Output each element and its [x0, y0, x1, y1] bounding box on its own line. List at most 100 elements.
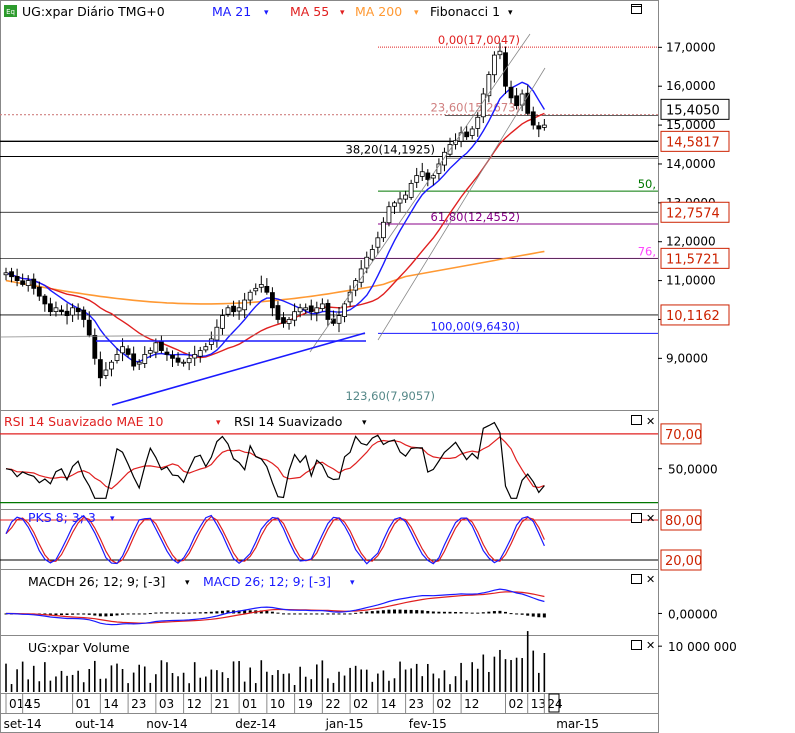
x-axis-cursor-marker[interactable]	[548, 693, 560, 713]
legend-macd-arrow[interactable]: ▾	[350, 578, 355, 588]
legend-ma55[interactable]: MA 55	[290, 4, 329, 19]
macd-histogram-bar	[126, 613, 130, 615]
candle	[308, 305, 314, 313]
legend-ma55-arrow[interactable]: ▾	[340, 8, 345, 18]
macd-histogram-bar	[442, 611, 446, 614]
legend-rsi-ma-arrow[interactable]: ▾	[216, 418, 221, 428]
legend-ma200[interactable]: MA 200	[355, 4, 402, 19]
price-label-box	[660, 201, 730, 223]
close-rsi-icon[interactable]: ✕	[646, 415, 655, 428]
candle	[136, 361, 142, 365]
maximize-rsi-icon[interactable]	[631, 415, 642, 425]
close-pks-icon[interactable]: ✕	[646, 512, 655, 525]
fibonacci-label: 100,00(9,6430)	[431, 319, 520, 333]
macd-histogram-bar	[270, 611, 274, 614]
legend-pks[interactable]: PKS 8; 3; 3	[28, 510, 96, 525]
macd-histogram-bar	[82, 613, 86, 615]
rsi-line[interactable]	[5, 421, 545, 499]
pks-k-line[interactable]	[5, 514, 545, 565]
candle	[514, 95, 519, 107]
day-label: 22	[325, 697, 340, 711]
close-macd-icon[interactable]: ✕	[646, 573, 655, 586]
macd-histogram-bar	[98, 613, 102, 617]
maximize-price-icon[interactable]	[631, 4, 642, 14]
macd-histogram-bar	[498, 610, 502, 614]
day-label: 24	[547, 697, 562, 711]
ma55-line[interactable]	[5, 112, 545, 359]
macd-histogram-bar	[60, 613, 63, 615]
maximize-macd-icon[interactable]	[631, 574, 642, 584]
candle	[442, 151, 447, 166]
equity-badge-text: Eq	[6, 8, 15, 16]
price-label-text: 10,1162	[666, 309, 720, 324]
candle	[53, 307, 59, 312]
macd-histogram-bar	[337, 613, 341, 615]
macd-histogram-bar	[426, 610, 430, 614]
macd-histogram-bar	[542, 613, 546, 618]
legend-rsi-ma[interactable]: RSI 14 Suavizado MAE 10	[4, 414, 163, 429]
close-volume-icon[interactable]: ✕	[646, 639, 655, 652]
pks-d-line[interactable]	[5, 515, 545, 564]
rsi-level-label-box	[660, 423, 702, 445]
candle	[3, 272, 9, 276]
candle	[408, 182, 414, 198]
candle	[14, 276, 20, 281]
candle	[186, 357, 192, 364]
rsi-ma-line[interactable]	[5, 436, 545, 490]
macd-histogram-bar	[387, 609, 391, 614]
candle	[114, 354, 120, 361]
candle	[103, 369, 109, 376]
ma21-line[interactable]	[5, 81, 545, 363]
price-label: 12,7574	[660, 201, 730, 223]
macd-histogram-bar	[437, 611, 441, 614]
macd-histogram-bar	[331, 613, 335, 615]
macd-histogram-bar	[293, 613, 297, 615]
macd-histogram-bar	[248, 610, 252, 614]
candle	[314, 307, 320, 314]
macd-line[interactable]	[5, 588, 545, 626]
legend-fibonacci[interactable]: Fibonacci 1	[430, 4, 500, 19]
price-label-text: 11,5721	[666, 252, 720, 267]
macd-histogram-bar	[526, 613, 530, 616]
macd-histogram-bar	[193, 612, 197, 614]
candle	[536, 125, 542, 130]
maximize-pks-icon[interactable]	[631, 513, 642, 523]
candle	[414, 175, 420, 183]
candle	[541, 124, 547, 128]
legend-volume[interactable]: UG:xpar Volume	[28, 640, 130, 655]
candle	[292, 311, 298, 321]
legend-fibonacci-arrow[interactable]: ▾	[508, 8, 513, 18]
fibonacci-label: 61,80(12,4552)	[431, 210, 520, 224]
candle	[491, 54, 497, 76]
day-label: 21	[214, 697, 229, 711]
candle	[286, 319, 292, 324]
macd-signal-line[interactable]	[6, 591, 545, 624]
candle	[70, 307, 75, 316]
trend-line-lower	[0, 333, 366, 338]
legend-rsi-arrow[interactable]: ▾	[362, 418, 367, 428]
support-line-blue	[111, 332, 366, 406]
legend-macdh[interactable]: MACDH 26; 12; 9; [-3]	[28, 574, 165, 589]
macd-histogram-bar	[326, 613, 330, 615]
candle	[397, 198, 403, 204]
macd-histogram-bar	[365, 611, 369, 614]
day-label: 10	[270, 697, 285, 711]
price-tick-label: 14,0000	[666, 157, 716, 171]
macd-indicator: 0,00000	[4, 588, 718, 626]
candle	[297, 307, 303, 313]
macd-histogram-bar	[209, 611, 213, 614]
legend-rsi[interactable]: RSI 14 Suavizado	[234, 414, 342, 429]
pks-indicator: 80,00 20,00	[0, 509, 702, 571]
candle	[264, 285, 270, 293]
legend-ma200-arrow[interactable]: ▾	[414, 8, 419, 18]
legend-ma21-arrow[interactable]: ▾	[264, 8, 269, 18]
legend-macd[interactable]: MACD 26; 12; 9; [-3]	[203, 574, 331, 589]
macd-histogram-bar	[220, 610, 224, 614]
candle	[386, 206, 392, 224]
legend-macdh-arrow[interactable]: ▾	[185, 578, 190, 588]
legend-pks-arrow[interactable]: ▾	[110, 514, 115, 524]
candle	[92, 334, 98, 359]
maximize-volume-icon[interactable]	[631, 640, 642, 650]
ma200-line[interactable]	[5, 250, 545, 305]
legend-ma21[interactable]: MA 21	[212, 4, 251, 19]
